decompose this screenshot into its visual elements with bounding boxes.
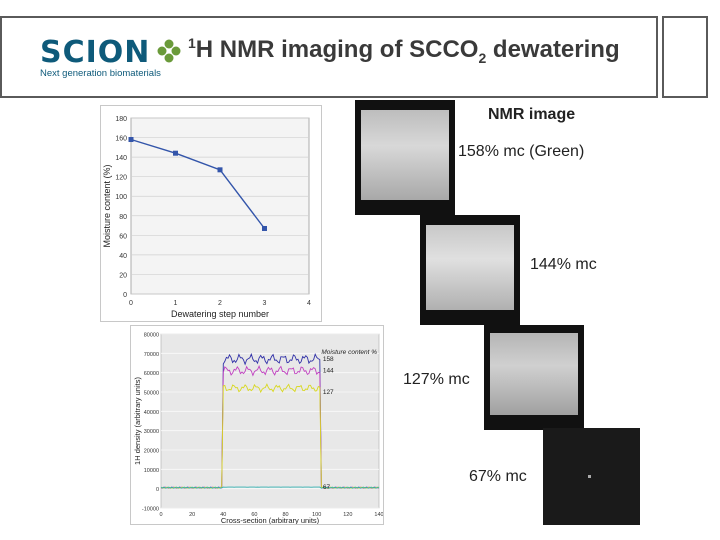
y-tick-label: 20000 [144,449,159,455]
y-tick-label: 40 [119,253,127,260]
x-tick-label: 4 [307,300,311,307]
x-tick-label: 100 [312,512,321,518]
y-tick-label: 50000 [144,391,159,397]
moisture-chart: 0 20 40 60 80 100 120 140 160 180 0 1 2 3 4 Dewatering … [100,105,322,322]
data-point [262,225,267,231]
y-tick-label: 160 [115,136,127,143]
y-tick-label: 120 [115,175,127,182]
y-tick-label: 80000 [144,333,159,339]
y-tick-label: 40000 [144,410,159,416]
nmr-image-3 [484,325,584,430]
y-tick-label: 100 [115,194,127,201]
header-side-box [662,16,708,98]
plot-area [130,117,310,295]
y-tick-label: 20 [119,272,127,279]
data-point [128,137,134,143]
y-tick-label: 80 [119,214,127,221]
nmr-image-2 [420,215,520,325]
data-point [173,150,178,156]
series-label: 127 [323,389,334,396]
x-tick-label: 0 [129,300,133,307]
logo-wordmark: SCION [40,35,151,70]
scion-logo: SCION Next generation biomaterials [40,35,190,80]
logo-tagline: Next generation biomaterials [40,68,161,79]
series-line [160,486,380,489]
nmr-image-4 [543,428,640,525]
y-axis-label: 1H density (arbitrary units) [133,377,142,465]
y-tick-label: 10000 [144,468,159,474]
nmr-heading: NMR image [488,106,576,123]
x-tick-label: 0 [159,512,162,518]
data-point [217,167,223,173]
plot-area [160,333,380,509]
y-axis-label: Moisture content (%) [102,164,112,247]
x-tick-label: 140 [374,512,383,518]
x-tick-label: 80 [283,512,289,518]
clover-icon [157,39,181,63]
series-label: 144 [323,368,334,375]
x-tick-label: 1 [174,300,178,307]
nmr-label-3: 127% mc [403,371,470,388]
x-tick-label: 20 [189,512,195,518]
x-tick-label: 60 [251,512,257,518]
y-tick-label: -10000 [142,507,159,513]
y-tick-label: 60 [119,233,127,240]
nmr-label-1: 158% mc (Green) [458,143,585,160]
x-tick-label: 40 [220,512,226,518]
x-axis-label: Dewatering step number [171,309,269,319]
x-tick-label: 120 [343,512,352,518]
y-tick-label: 140 [115,155,127,162]
nmr-image-1 [355,100,455,215]
page-title: 1H NMR imaging of SCCO2 dewatering [188,35,620,66]
series-label: 158 [323,356,334,363]
legend-title: Moisture content % [321,349,377,356]
x-tick-label: 3 [263,300,267,307]
y-tick-label: 70000 [144,352,159,358]
y-tick-label: 0 [123,292,127,299]
density-chart: -100000100002000030000400005000060000700… [130,325,384,525]
y-tick-label: 180 [115,116,127,123]
nmr-label-4: 67% mc [469,468,527,485]
y-tick-label: 60000 [144,371,159,377]
x-tick-label: 2 [218,300,222,307]
nmr-label-2: 144% mc [530,256,597,273]
series-line [130,138,266,229]
y-tick-label: 30000 [144,429,159,435]
x-axis-label: Cross-section (arbitrary units) [221,516,320,525]
header-frame [0,16,658,98]
series-label: 67 [323,484,331,491]
y-tick-label: 0 [156,487,159,493]
